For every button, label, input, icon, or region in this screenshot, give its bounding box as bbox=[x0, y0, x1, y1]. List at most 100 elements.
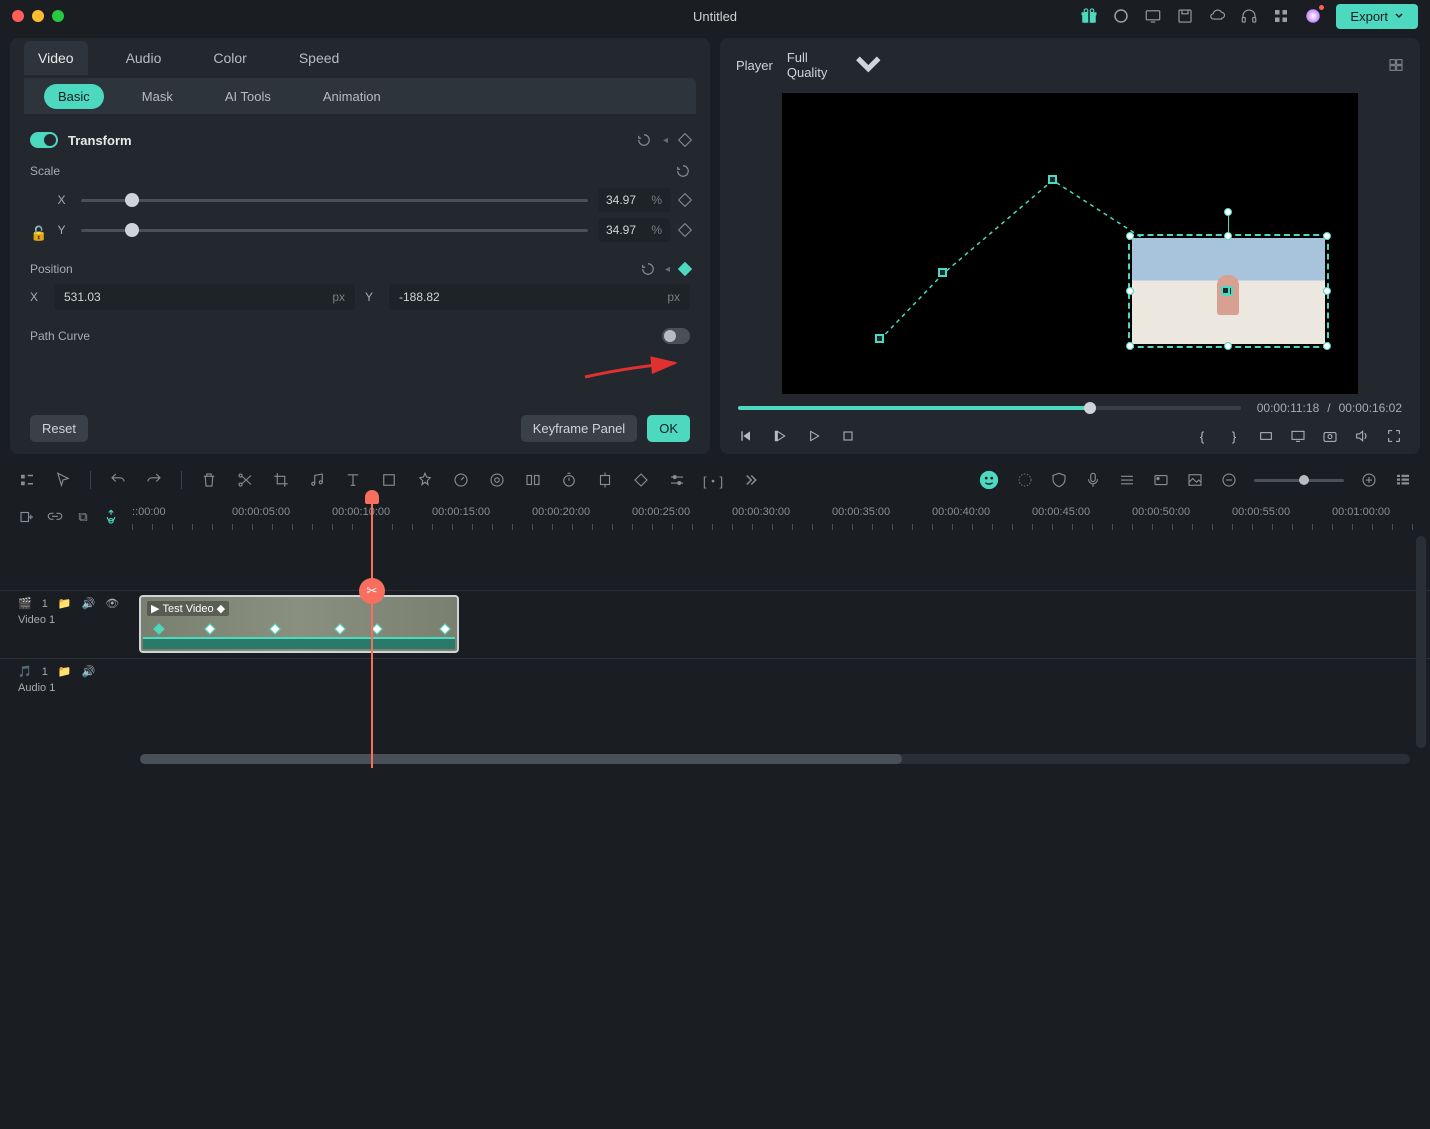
scale-y-keyframe[interactable] bbox=[678, 223, 692, 237]
color-icon[interactable] bbox=[488, 471, 506, 489]
clip-keyframe[interactable] bbox=[204, 623, 215, 634]
grid-icon[interactable] bbox=[1272, 7, 1290, 25]
zoom-in-icon[interactable] bbox=[1360, 471, 1378, 489]
tab-video[interactable]: Video bbox=[24, 41, 88, 75]
video-track-body[interactable]: ▶ Test Video ◆ bbox=[132, 591, 1430, 658]
path-point[interactable] bbox=[875, 334, 884, 343]
play-prev-icon[interactable] bbox=[772, 428, 788, 444]
keyframe-tool-icon[interactable] bbox=[632, 471, 650, 489]
zoom-slider[interactable] bbox=[1254, 479, 1344, 482]
headphones-icon[interactable] bbox=[1240, 7, 1258, 25]
fullscreen-icon[interactable] bbox=[1386, 428, 1402, 444]
path-point[interactable] bbox=[1048, 175, 1057, 184]
mark-out-icon[interactable]: } bbox=[1226, 428, 1242, 444]
scale-x-value[interactable]: 34.97% bbox=[598, 188, 670, 212]
marker-tool-icon[interactable]: [・] bbox=[704, 471, 722, 489]
tab-audio[interactable]: Audio bbox=[112, 41, 176, 75]
text-icon[interactable] bbox=[344, 471, 362, 489]
more-tools-icon[interactable] bbox=[740, 471, 758, 489]
shield-icon[interactable] bbox=[1050, 471, 1068, 489]
quality-selector[interactable]: Full Quality bbox=[787, 48, 886, 83]
position-keyframe[interactable] bbox=[678, 262, 692, 276]
track-add-icon[interactable]: 📁 bbox=[58, 597, 72, 610]
track-mute-video-icon[interactable]: 🔊 bbox=[82, 597, 96, 610]
resize-handle-l[interactable] bbox=[1126, 287, 1134, 295]
link-icon[interactable] bbox=[46, 508, 64, 526]
track-manager-icon[interactable] bbox=[18, 471, 36, 489]
keyframe-panel-button[interactable]: Keyframe Panel bbox=[521, 415, 638, 442]
rotate-handle[interactable] bbox=[1224, 208, 1232, 216]
path-curve-toggle[interactable] bbox=[662, 328, 690, 344]
monitor-icon[interactable] bbox=[1144, 7, 1162, 25]
split-icon[interactable] bbox=[236, 471, 254, 489]
smart-icon[interactable] bbox=[1016, 471, 1034, 489]
adjust-icon[interactable] bbox=[668, 471, 686, 489]
timeline-scroll-h[interactable] bbox=[140, 754, 1410, 764]
playhead[interactable]: ✂ bbox=[371, 500, 373, 768]
scale-y-value[interactable]: 34.97% bbox=[598, 218, 670, 242]
audio-track-body[interactable] bbox=[132, 659, 1430, 702]
tab-animation[interactable]: Animation bbox=[309, 84, 395, 109]
clip-keyframe[interactable] bbox=[153, 623, 164, 634]
clip-keyframe[interactable] bbox=[269, 623, 280, 634]
pos-y-input[interactable]: -188.82px bbox=[389, 284, 690, 310]
undo-icon[interactable] bbox=[109, 471, 127, 489]
cloud-icon[interactable] bbox=[1208, 7, 1226, 25]
clip-keyframe[interactable] bbox=[334, 623, 345, 634]
resize-handle-r[interactable] bbox=[1323, 287, 1331, 295]
stop-icon[interactable] bbox=[840, 428, 856, 444]
speed-icon[interactable] bbox=[452, 471, 470, 489]
clip-keyframe[interactable] bbox=[439, 623, 450, 634]
music-icon[interactable] bbox=[308, 471, 326, 489]
track-mute-audio-icon[interactable]: 🔊 bbox=[82, 665, 96, 678]
resize-handle-b[interactable] bbox=[1224, 342, 1232, 350]
save-icon[interactable] bbox=[1176, 7, 1194, 25]
render-icon[interactable] bbox=[1118, 471, 1136, 489]
zoom-out-icon[interactable] bbox=[1220, 471, 1238, 489]
path-point[interactable] bbox=[1221, 286, 1230, 295]
ratio-icon[interactable] bbox=[1258, 428, 1274, 444]
lock-aspect-icon[interactable]: 🔓 bbox=[30, 225, 47, 242]
tab-color[interactable]: Color bbox=[199, 41, 260, 75]
scale-x-keyframe[interactable] bbox=[678, 193, 692, 207]
split-at-playhead-icon[interactable]: ✂ bbox=[359, 578, 385, 604]
filter-icon[interactable]: ⧉ bbox=[74, 508, 92, 526]
path-point[interactable] bbox=[938, 268, 947, 277]
ok-button[interactable]: OK bbox=[647, 415, 690, 442]
resize-handle-t[interactable] bbox=[1224, 232, 1232, 240]
pos-x-input[interactable]: 531.03px bbox=[54, 284, 355, 310]
scale-y-slider[interactable] bbox=[81, 229, 588, 232]
effects-icon[interactable] bbox=[416, 471, 434, 489]
add-keyframe-icon[interactable] bbox=[678, 133, 692, 147]
crop-icon[interactable] bbox=[272, 471, 290, 489]
resize-handle-bl[interactable] bbox=[1126, 342, 1134, 350]
reset-button[interactable]: Reset bbox=[30, 415, 88, 442]
gift-icon[interactable] bbox=[1080, 7, 1098, 25]
tab-basic[interactable]: Basic bbox=[44, 84, 104, 109]
flip-icon[interactable] bbox=[524, 471, 542, 489]
reset-position-icon[interactable] bbox=[641, 262, 655, 276]
display-icon[interactable] bbox=[1290, 428, 1306, 444]
preview-icon[interactable] bbox=[1152, 471, 1170, 489]
position-prev-keyframe[interactable]: ◂ bbox=[665, 264, 670, 275]
tab-speed[interactable]: Speed bbox=[285, 41, 353, 75]
prev-frame-icon[interactable] bbox=[738, 428, 754, 444]
snapshot-icon[interactable] bbox=[1322, 428, 1338, 444]
freeze-icon[interactable] bbox=[596, 471, 614, 489]
clip-keyframe[interactable] bbox=[371, 623, 382, 634]
keyframe-prev-icon[interactable]: ◂ bbox=[663, 135, 668, 146]
delete-icon[interactable] bbox=[200, 471, 218, 489]
export-button[interactable]: Export bbox=[1336, 4, 1418, 29]
transform-toggle[interactable] bbox=[30, 132, 58, 148]
timeline-scroll-v[interactable] bbox=[1416, 536, 1426, 748]
resize-handle-tl[interactable] bbox=[1126, 232, 1134, 240]
picture-icon[interactable] bbox=[1186, 471, 1204, 489]
reset-section-icon[interactable] bbox=[637, 133, 651, 147]
volume-icon[interactable] bbox=[1354, 428, 1370, 444]
video-clip[interactable]: ▶ Test Video ◆ bbox=[139, 595, 459, 653]
redo-icon[interactable] bbox=[145, 471, 163, 489]
shape-icon[interactable] bbox=[380, 471, 398, 489]
avatar-icon[interactable] bbox=[1304, 7, 1322, 25]
play-icon[interactable] bbox=[806, 428, 822, 444]
layout-icon[interactable] bbox=[1388, 57, 1404, 73]
